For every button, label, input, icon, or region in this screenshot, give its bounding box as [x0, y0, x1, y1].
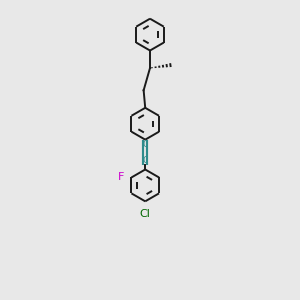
Text: F: F — [118, 172, 124, 182]
Text: C: C — [142, 156, 148, 165]
Text: Cl: Cl — [140, 209, 151, 219]
Text: C: C — [142, 140, 148, 148]
